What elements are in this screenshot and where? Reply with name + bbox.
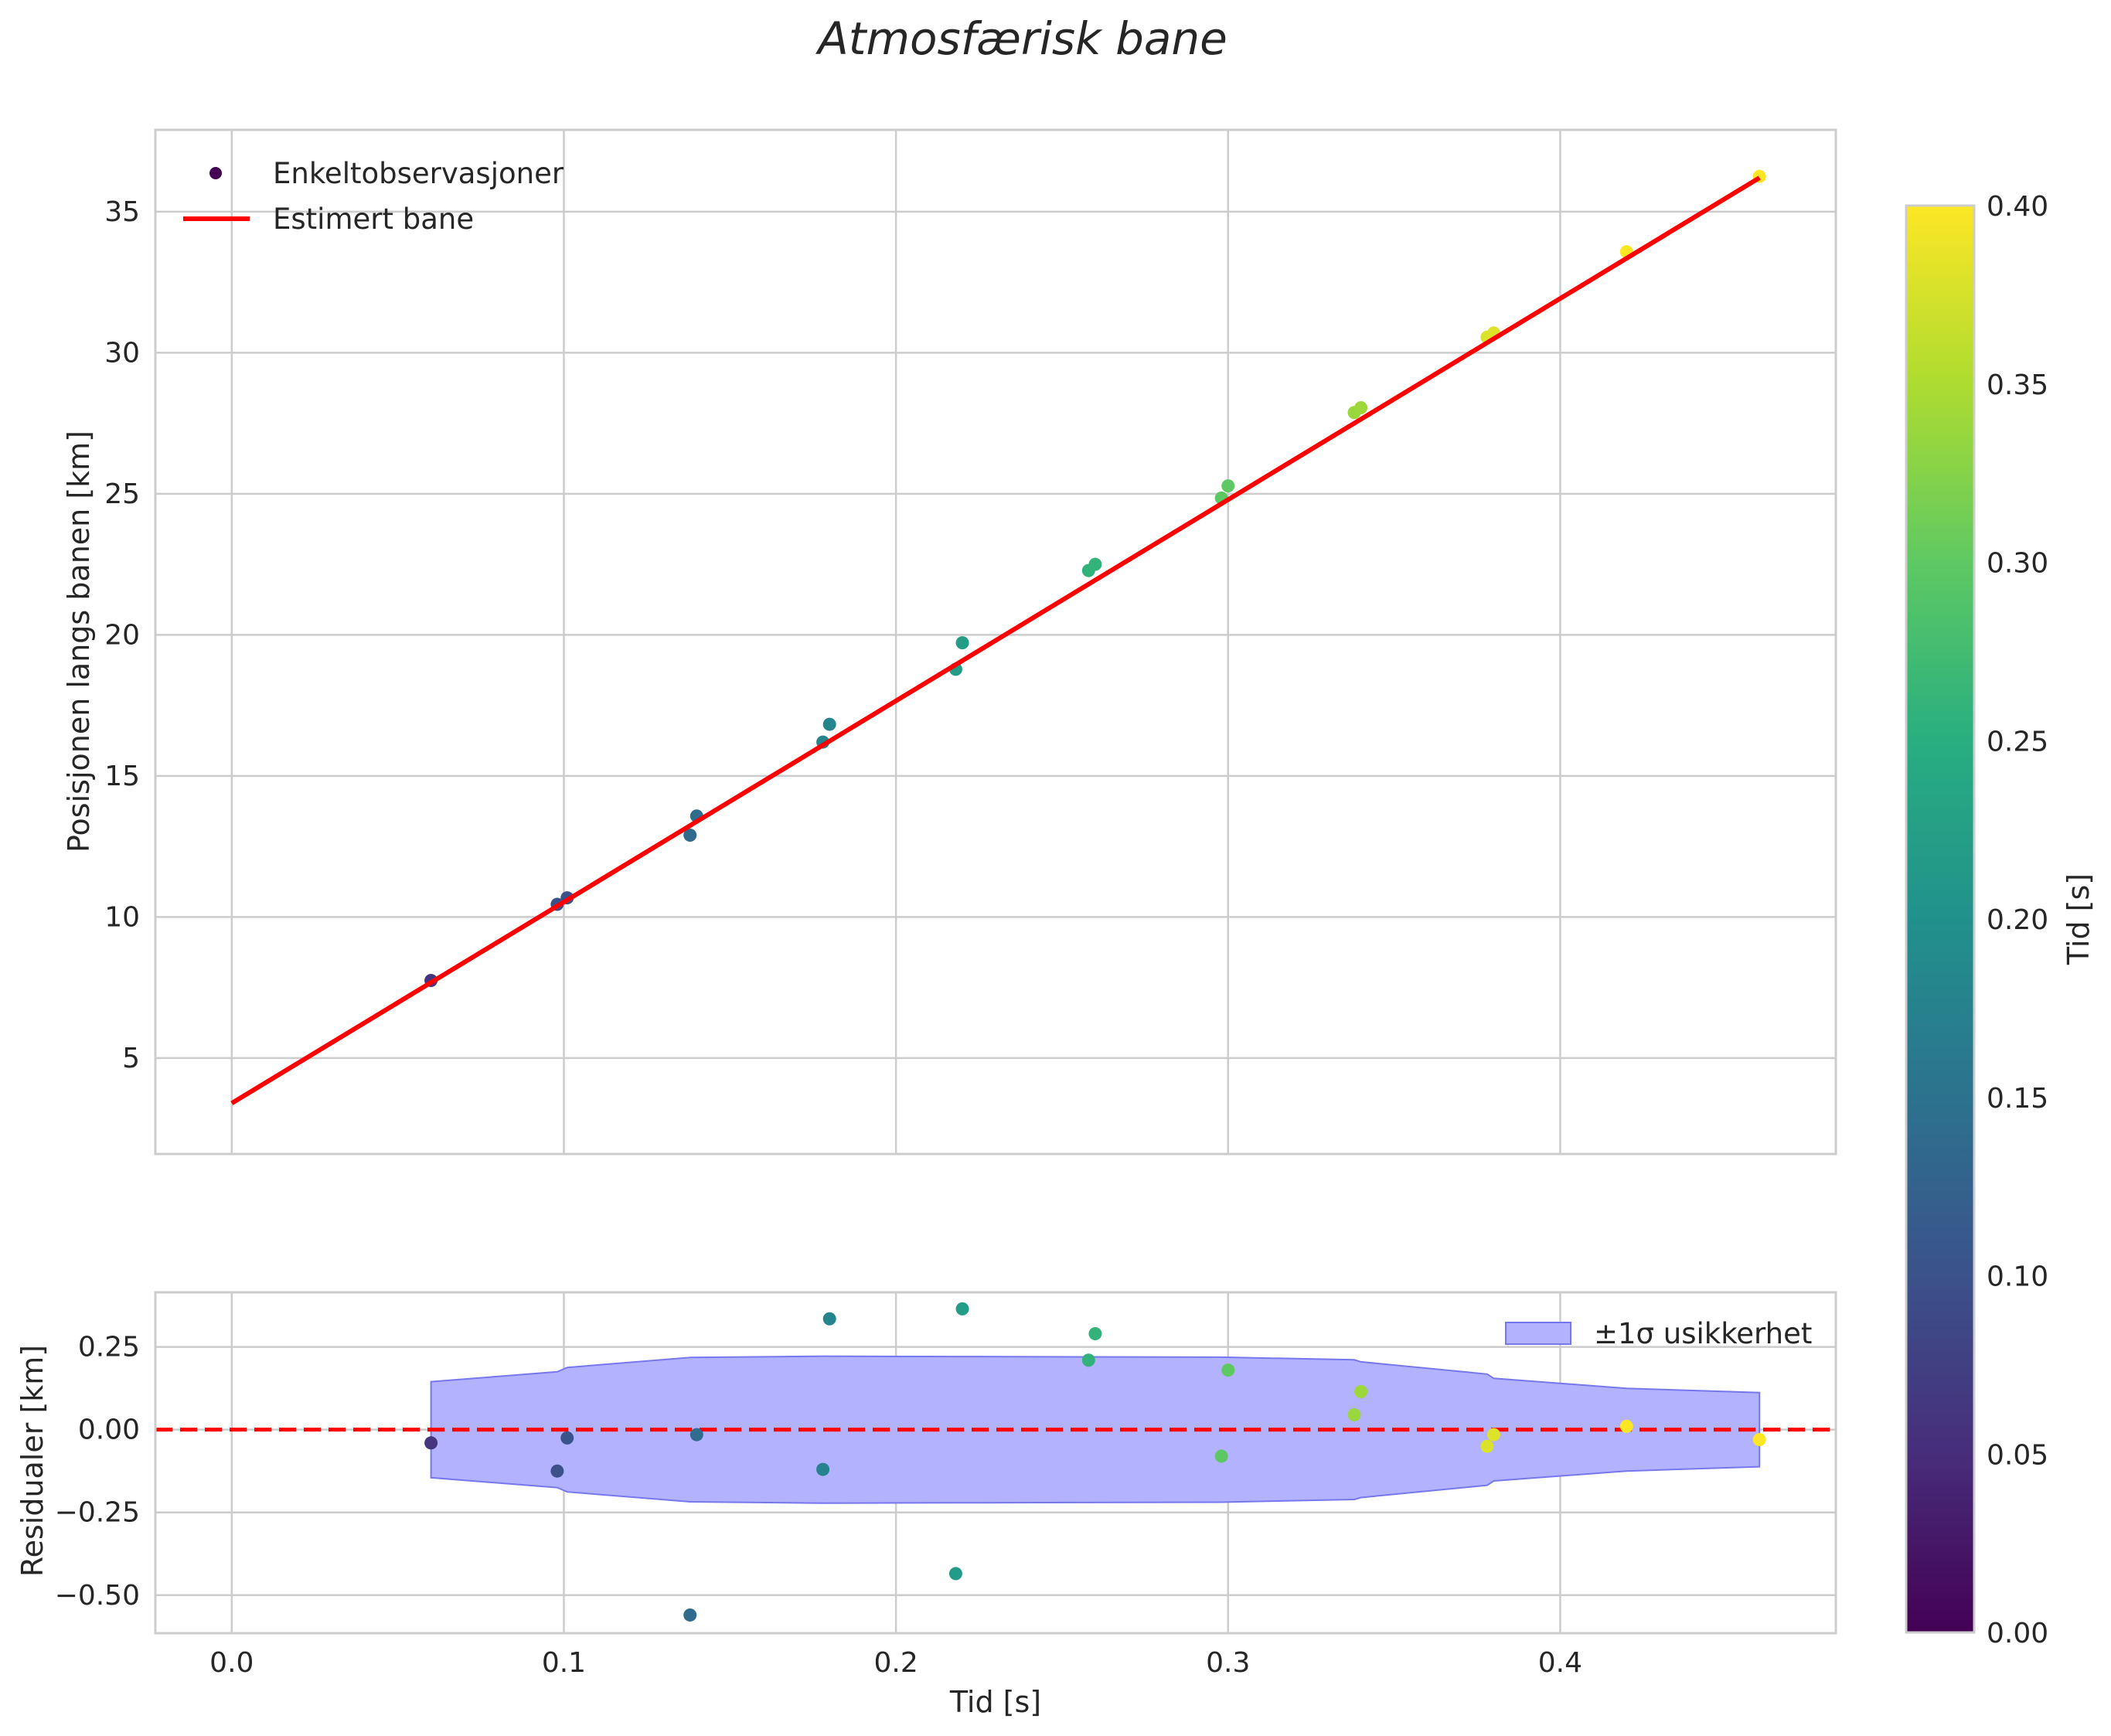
legend-line-label: Estimert bane — [273, 203, 474, 236]
estimated-trajectory-line — [230, 175, 1761, 1105]
legend-scatter-label: Enkeltobservasjoner — [273, 157, 564, 190]
colorbar-tick-label: 0.15 — [1987, 1083, 2048, 1115]
residual-point — [560, 1431, 574, 1445]
main-panel-frame — [154, 128, 1837, 1156]
residual-point — [689, 1428, 703, 1442]
residual-points — [424, 1302, 1766, 1622]
main-y-tick-label: 5 — [122, 1043, 140, 1074]
residual-plot-area — [155, 1302, 1836, 1622]
residual-point — [948, 1567, 962, 1581]
colorbar-tick-label: 0.10 — [1987, 1261, 2048, 1293]
residual-point — [1619, 1419, 1633, 1433]
colorbar-tick-label: 0.40 — [1987, 191, 2048, 223]
residual-point — [1081, 1353, 1095, 1367]
residual-point — [822, 1312, 836, 1326]
main-y-axis-label: Posisjonen langs banen [km] — [62, 431, 96, 853]
residual-x-tick-label: 0.4 — [1538, 1647, 1582, 1679]
residual-point — [1214, 1449, 1228, 1463]
colorbar-tick-label: 0.25 — [1987, 726, 2048, 757]
main-y-tick-label: 35 — [104, 196, 140, 228]
colorbar-gradient — [1905, 204, 1976, 1634]
residual-point — [816, 1462, 830, 1476]
residual-x-tick-label: 0.0 — [209, 1647, 254, 1679]
residual-point — [1221, 1363, 1235, 1377]
legend-scatter-marker — [209, 167, 222, 179]
residual-y-tick-labels: 0.25 0.00 −0.25 −0.50 — [55, 1332, 140, 1612]
main-y-tick-label: 30 — [104, 337, 140, 369]
main-y-tick-label: 20 — [104, 619, 140, 651]
observation-point — [1221, 479, 1235, 493]
main-plot-area — [230, 169, 1766, 1105]
colorbar-tick-label: 0.35 — [1987, 369, 2048, 401]
residual-point — [955, 1302, 969, 1316]
main-y-tick-labels: 5 10 15 20 25 30 35 — [104, 196, 140, 1074]
colorbar-tick-label: 0.30 — [1987, 548, 2048, 580]
colorbar-label: Tid [s] — [2062, 873, 2096, 965]
residual-y-tick-label: 0.00 — [78, 1414, 140, 1446]
residual-y-tick-label: −0.25 — [55, 1497, 140, 1529]
residual-x-tick-label: 0.1 — [542, 1647, 586, 1679]
uncertainty-band — [430, 1355, 1761, 1504]
observation-point — [1088, 557, 1102, 571]
residual-x-axis-label: Tid [s] — [949, 1685, 1041, 1719]
residual-panel-frame — [154, 1291, 1837, 1635]
residual-point — [550, 1464, 564, 1478]
main-y-tick-label: 15 — [104, 761, 140, 792]
chart-title: Atmosfærisk bane — [815, 12, 1227, 65]
observation-point — [683, 829, 697, 842]
legend-band-swatch — [1505, 1322, 1571, 1345]
residual-y-tick-label: −0.50 — [55, 1580, 140, 1612]
residual-point — [1480, 1439, 1494, 1453]
residual-point — [1088, 1327, 1102, 1341]
residual-legend: ±1σ usikkerhet — [1505, 1317, 1812, 1350]
colorbar-tick-labels: 0.00 0.05 0.10 0.15 0.20 0.25 0.30 0.35 0.40 — [1987, 191, 2048, 1649]
main-y-tick-label: 25 — [104, 478, 140, 510]
main-legend: Enkeltobservasjoner Estimert bane — [183, 157, 564, 236]
colorbar-tick-label: 0.20 — [1987, 904, 2048, 936]
residual-x-tick-labels: 0.0 0.1 0.2 0.3 0.4 — [209, 1647, 1582, 1679]
main-y-tick-label: 10 — [104, 901, 140, 933]
observation-point — [955, 636, 969, 650]
colorbar-tick-label: 0.05 — [1987, 1439, 2048, 1471]
residual-y-axis-label: Residualer [km] — [15, 1345, 49, 1577]
observation-point — [822, 717, 836, 731]
residual-point — [1354, 1384, 1368, 1398]
legend-band-label: ±1σ usikkerhet — [1594, 1317, 1812, 1350]
residual-panel: 0.25 0.00 −0.25 −0.50 0.0 0.1 0.2 0.3 0.4 Tid [… — [15, 1291, 1837, 1719]
residual-point — [1347, 1408, 1361, 1421]
residual-y-tick-label: 0.25 — [78, 1332, 140, 1363]
residual-x-tick-label: 0.3 — [1206, 1647, 1250, 1679]
main-panel: 5 10 15 20 25 30 35 Posisjonen langs banen [km… — [62, 128, 1837, 1156]
residual-x-tick-label: 0.2 — [873, 1647, 918, 1679]
residual-point — [683, 1608, 697, 1622]
residual-point — [1486, 1428, 1500, 1442]
residual-point — [1752, 1433, 1766, 1447]
colorbar-tick-label: 0.00 — [1987, 1618, 2048, 1649]
main-gridlines — [155, 130, 1836, 1154]
colorbar: 0.00 0.05 0.10 0.15 0.20 0.25 0.30 0.35 0.40 Tid… — [1905, 191, 2096, 1649]
residual-point — [424, 1436, 438, 1450]
observation-point — [1354, 401, 1368, 415]
